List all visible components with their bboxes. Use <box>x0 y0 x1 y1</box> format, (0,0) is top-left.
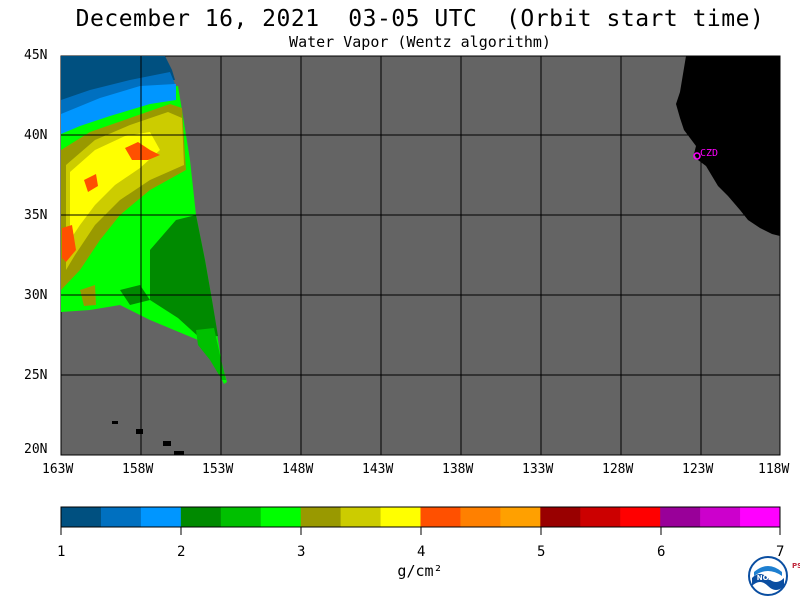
colorbar-swatch <box>500 507 541 527</box>
island-1 <box>112 421 118 424</box>
colorbar-swatch <box>220 507 262 527</box>
colorbar-ticks <box>60 527 781 535</box>
vapor-field-orange-3 <box>62 225 76 262</box>
island-4 <box>174 451 184 455</box>
lon-label-128w: 128W <box>602 462 634 477</box>
colorbar-swatch <box>340 507 382 527</box>
station-label: CZD <box>700 148 718 159</box>
lon-label-138w: 138W <box>442 462 474 477</box>
vapor-field-orange-2 <box>84 174 98 192</box>
lon-label-118w: 118W <box>758 462 790 477</box>
colorbar-swatch <box>420 507 461 527</box>
cbar-label-1: 1 <box>57 544 66 560</box>
colorbar-swatch <box>740 507 781 527</box>
colorbar-swatch <box>580 507 621 527</box>
colorbar-swatch <box>300 507 342 527</box>
hawaiian-islands <box>112 421 184 455</box>
vapor-field-dark-green <box>150 215 218 338</box>
island-2 <box>136 429 143 434</box>
vapor-field-mid-blue <box>61 72 175 114</box>
colorbar-swatch <box>620 507 661 527</box>
map-title: December 16, 2021 03-05 UTC (Orbit start… <box>75 6 765 32</box>
cbar-label-4: 4 <box>417 544 426 560</box>
lat-label-40n: 40N <box>24 128 48 143</box>
cbar-label-3: 3 <box>297 544 306 560</box>
island-3 <box>163 441 171 446</box>
colorbar-swatch <box>140 507 182 527</box>
map-subtitle: Water Vapor (Wentz algorithm) <box>289 33 551 51</box>
lat-label-45n: 45N <box>24 48 48 63</box>
colorbar-swatch <box>540 507 581 527</box>
lat-label-35n: 35N <box>24 208 48 223</box>
land-north-america <box>676 56 780 236</box>
lat-label-30n: 30N <box>24 288 48 303</box>
noaa-logo: NOAA <box>748 556 788 596</box>
lon-label-158w: 158W <box>122 462 154 477</box>
lon-label-163w: 163W <box>42 462 74 477</box>
colorbar-swatch <box>460 507 501 527</box>
cbar-label-6: 6 <box>657 544 666 560</box>
colorbar-swatch <box>61 507 102 527</box>
colorbar <box>60 506 781 528</box>
lon-label-123w: 123W <box>682 462 714 477</box>
colorbar-swatch <box>260 507 302 527</box>
colorbar-swatch <box>380 507 421 527</box>
psl-mark: PSL <box>792 562 800 570</box>
lon-label-148w: 148W <box>282 462 314 477</box>
colorbar-units: g/cm² <box>397 562 443 580</box>
noaa-logo-text: NOAA <box>757 574 780 582</box>
lon-label-153w: 153W <box>202 462 234 477</box>
vapor-field-blue <box>61 82 176 134</box>
cbar-label-2: 2 <box>177 544 186 560</box>
colorbar-swatch <box>700 507 741 527</box>
vapor-field-medium-green <box>196 328 226 380</box>
colorbar-swatch <box>180 507 222 527</box>
lat-lon-grid <box>61 56 780 455</box>
station-marker <box>693 152 701 160</box>
lon-label-143w: 143W <box>362 462 394 477</box>
colorbar-swatch <box>100 507 142 527</box>
water-vapor-swath <box>61 56 227 384</box>
vapor-field-orange-1 <box>125 142 160 160</box>
cbar-label-5: 5 <box>537 544 546 560</box>
cbar-label-7: 7 <box>776 544 785 560</box>
lon-label-133w: 133W <box>522 462 554 477</box>
lat-label-25n: 25N <box>24 368 48 383</box>
colorbar-swatch <box>660 507 701 527</box>
lat-label-20n: 20N <box>24 442 48 457</box>
